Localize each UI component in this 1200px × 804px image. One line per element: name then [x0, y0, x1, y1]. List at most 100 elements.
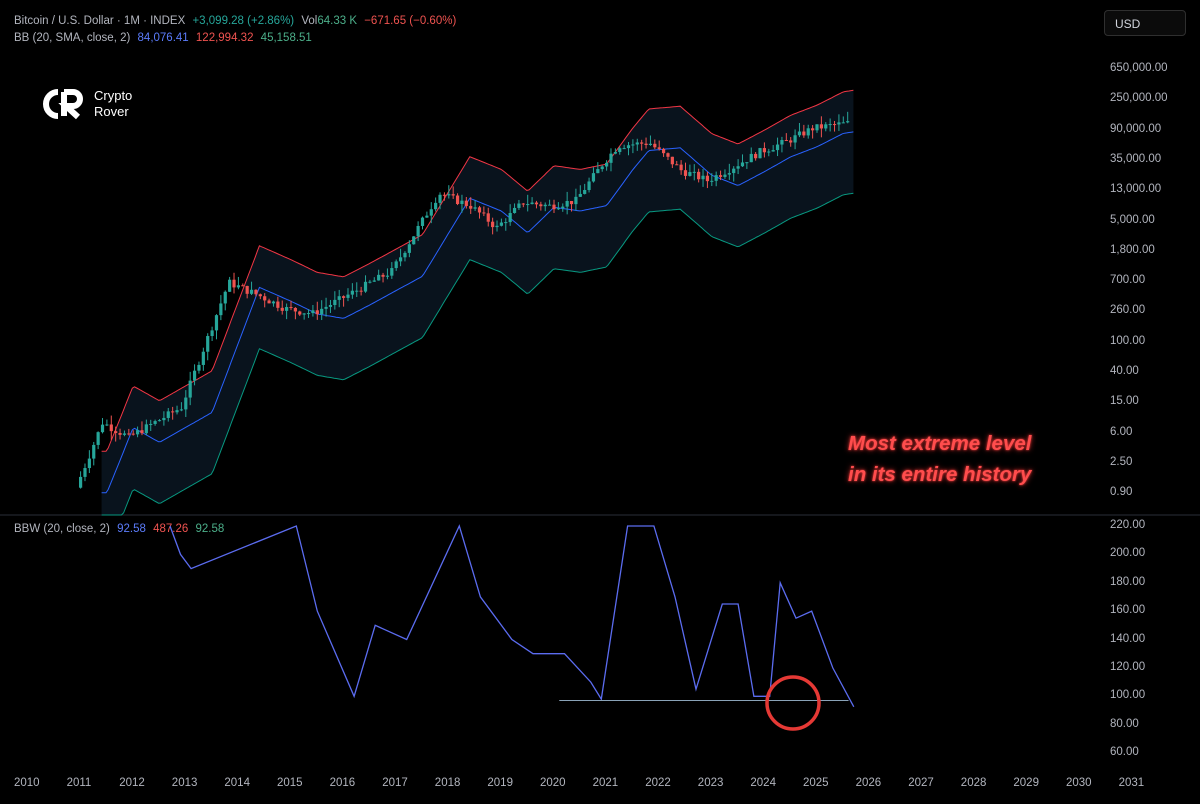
candle-body: [363, 281, 368, 292]
bb-lower-value: 45,158.51: [260, 32, 312, 44]
candle-body: [276, 301, 280, 308]
candle-body: [429, 209, 433, 216]
candle-body: [512, 207, 517, 213]
candle-body: [368, 281, 372, 283]
candle-body: [521, 203, 525, 205]
time-axis-label: 2017: [382, 777, 408, 789]
candle-body: [285, 307, 289, 311]
currency-button[interactable]: USD: [1104, 10, 1186, 36]
time-axis-label: 2020: [540, 777, 566, 789]
candle-body: [324, 306, 328, 309]
candle-body: [543, 204, 547, 207]
candle-body: [600, 166, 604, 170]
price-axis-label: 700.00: [1110, 274, 1146, 287]
candle-body: [697, 171, 701, 180]
candle-body: [771, 150, 775, 152]
candle-body: [122, 433, 127, 435]
candle-body: [495, 225, 499, 228]
symbol-legend[interactable]: Bitcoin / U.S. Dollar · 1M · INDEX +3,09…: [14, 15, 460, 27]
volume-value: 64.33 K: [317, 15, 357, 27]
candle-body: [166, 411, 170, 418]
time-axis-label: 2021: [592, 777, 619, 789]
time-axis-label: 2026: [855, 777, 882, 789]
candle-body: [727, 173, 731, 175]
candle-body: [96, 432, 100, 445]
candle-body: [451, 194, 455, 196]
candle-body: [670, 156, 674, 165]
candle-body: [455, 195, 460, 205]
price-axis-label: 6.00: [1110, 425, 1133, 438]
candle-body: [740, 162, 745, 167]
candle-body: [289, 307, 293, 309]
candle-body: [749, 153, 753, 163]
candle-body: [192, 370, 197, 381]
candle-body: [377, 274, 381, 281]
time-axis-label: 2018: [434, 777, 461, 789]
annotation-text: Most extreme level in its entire history: [848, 428, 1031, 490]
time-axis-label: 2015: [277, 777, 303, 789]
bbw-axis-label: 80.00: [1110, 717, 1139, 730]
candle-body: [745, 162, 749, 164]
candle-body: [526, 204, 530, 206]
candle-body: [574, 196, 578, 205]
symbol-title: Bitcoin / U.S. Dollar · 1M · INDEX: [14, 15, 186, 27]
price-axis-label: 5,000.00: [1110, 213, 1155, 226]
candle-body: [298, 311, 302, 315]
bbw-line: [169, 524, 855, 708]
candle-body: [469, 205, 473, 209]
candle-body: [491, 221, 495, 228]
bb-lines: [101, 89, 854, 516]
candle-body: [819, 124, 823, 129]
time-axis-label: 2010: [14, 777, 40, 789]
candle-body: [828, 124, 832, 126]
candle-body: [530, 202, 534, 205]
candle-body: [556, 208, 560, 210]
candle-body: [504, 222, 508, 224]
time-axis-label: 2027: [908, 777, 934, 789]
candle-body: [171, 411, 175, 413]
candle-body: [394, 261, 398, 269]
candle-body: [219, 303, 223, 316]
time-axis-label: 2011: [66, 777, 92, 789]
candle-body: [144, 424, 148, 434]
candle-body: [477, 207, 482, 213]
volume-label: Vol: [301, 15, 318, 27]
candle-body: [648, 143, 653, 145]
time-axis-label: 2013: [171, 777, 198, 789]
time-axis-label: 2024: [750, 777, 776, 789]
bbw-legend[interactable]: BBW (20, close, 2) 92.58 487.26 92.58: [14, 523, 228, 535]
candle-body: [92, 444, 96, 459]
bb-legend[interactable]: BB (20, SMA, close, 2) 84,076.41 122,994…: [14, 32, 316, 44]
price-change: +3,099.28 (+2.86%): [192, 15, 295, 27]
candle-body: [837, 122, 841, 125]
candle-body: [425, 215, 429, 218]
candle-body: [635, 142, 639, 145]
candle-body: [162, 417, 166, 421]
candle-body: [420, 217, 425, 226]
time-axis-label: 2014: [224, 777, 250, 789]
candle-body: [789, 140, 793, 143]
candle-body: [683, 170, 688, 176]
candle-body: [254, 289, 258, 295]
candle-body: [688, 172, 692, 176]
annotation-line2: in its entire history: [848, 463, 1032, 486]
price-axis-label: 260.00: [1110, 304, 1146, 317]
time-axis-label: 2019: [487, 777, 513, 789]
candle-body: [587, 181, 591, 191]
candle-body: [618, 148, 622, 153]
price-axis-label: 100.00: [1110, 334, 1146, 347]
candle-body: [622, 148, 626, 150]
bb-basis-line: [101, 131, 854, 494]
candle-body: [206, 336, 210, 352]
candle-body: [499, 222, 503, 226]
candle-body: [784, 140, 788, 142]
candle-body: [381, 274, 385, 277]
candle-body: [214, 315, 219, 331]
candle-body: [736, 166, 740, 169]
candle-body: [679, 164, 683, 171]
candles: [79, 111, 850, 489]
bbw-lowest-value: 92.58: [195, 523, 225, 535]
annotation-line1: Most extreme level: [848, 432, 1032, 455]
candle-body: [175, 410, 179, 413]
